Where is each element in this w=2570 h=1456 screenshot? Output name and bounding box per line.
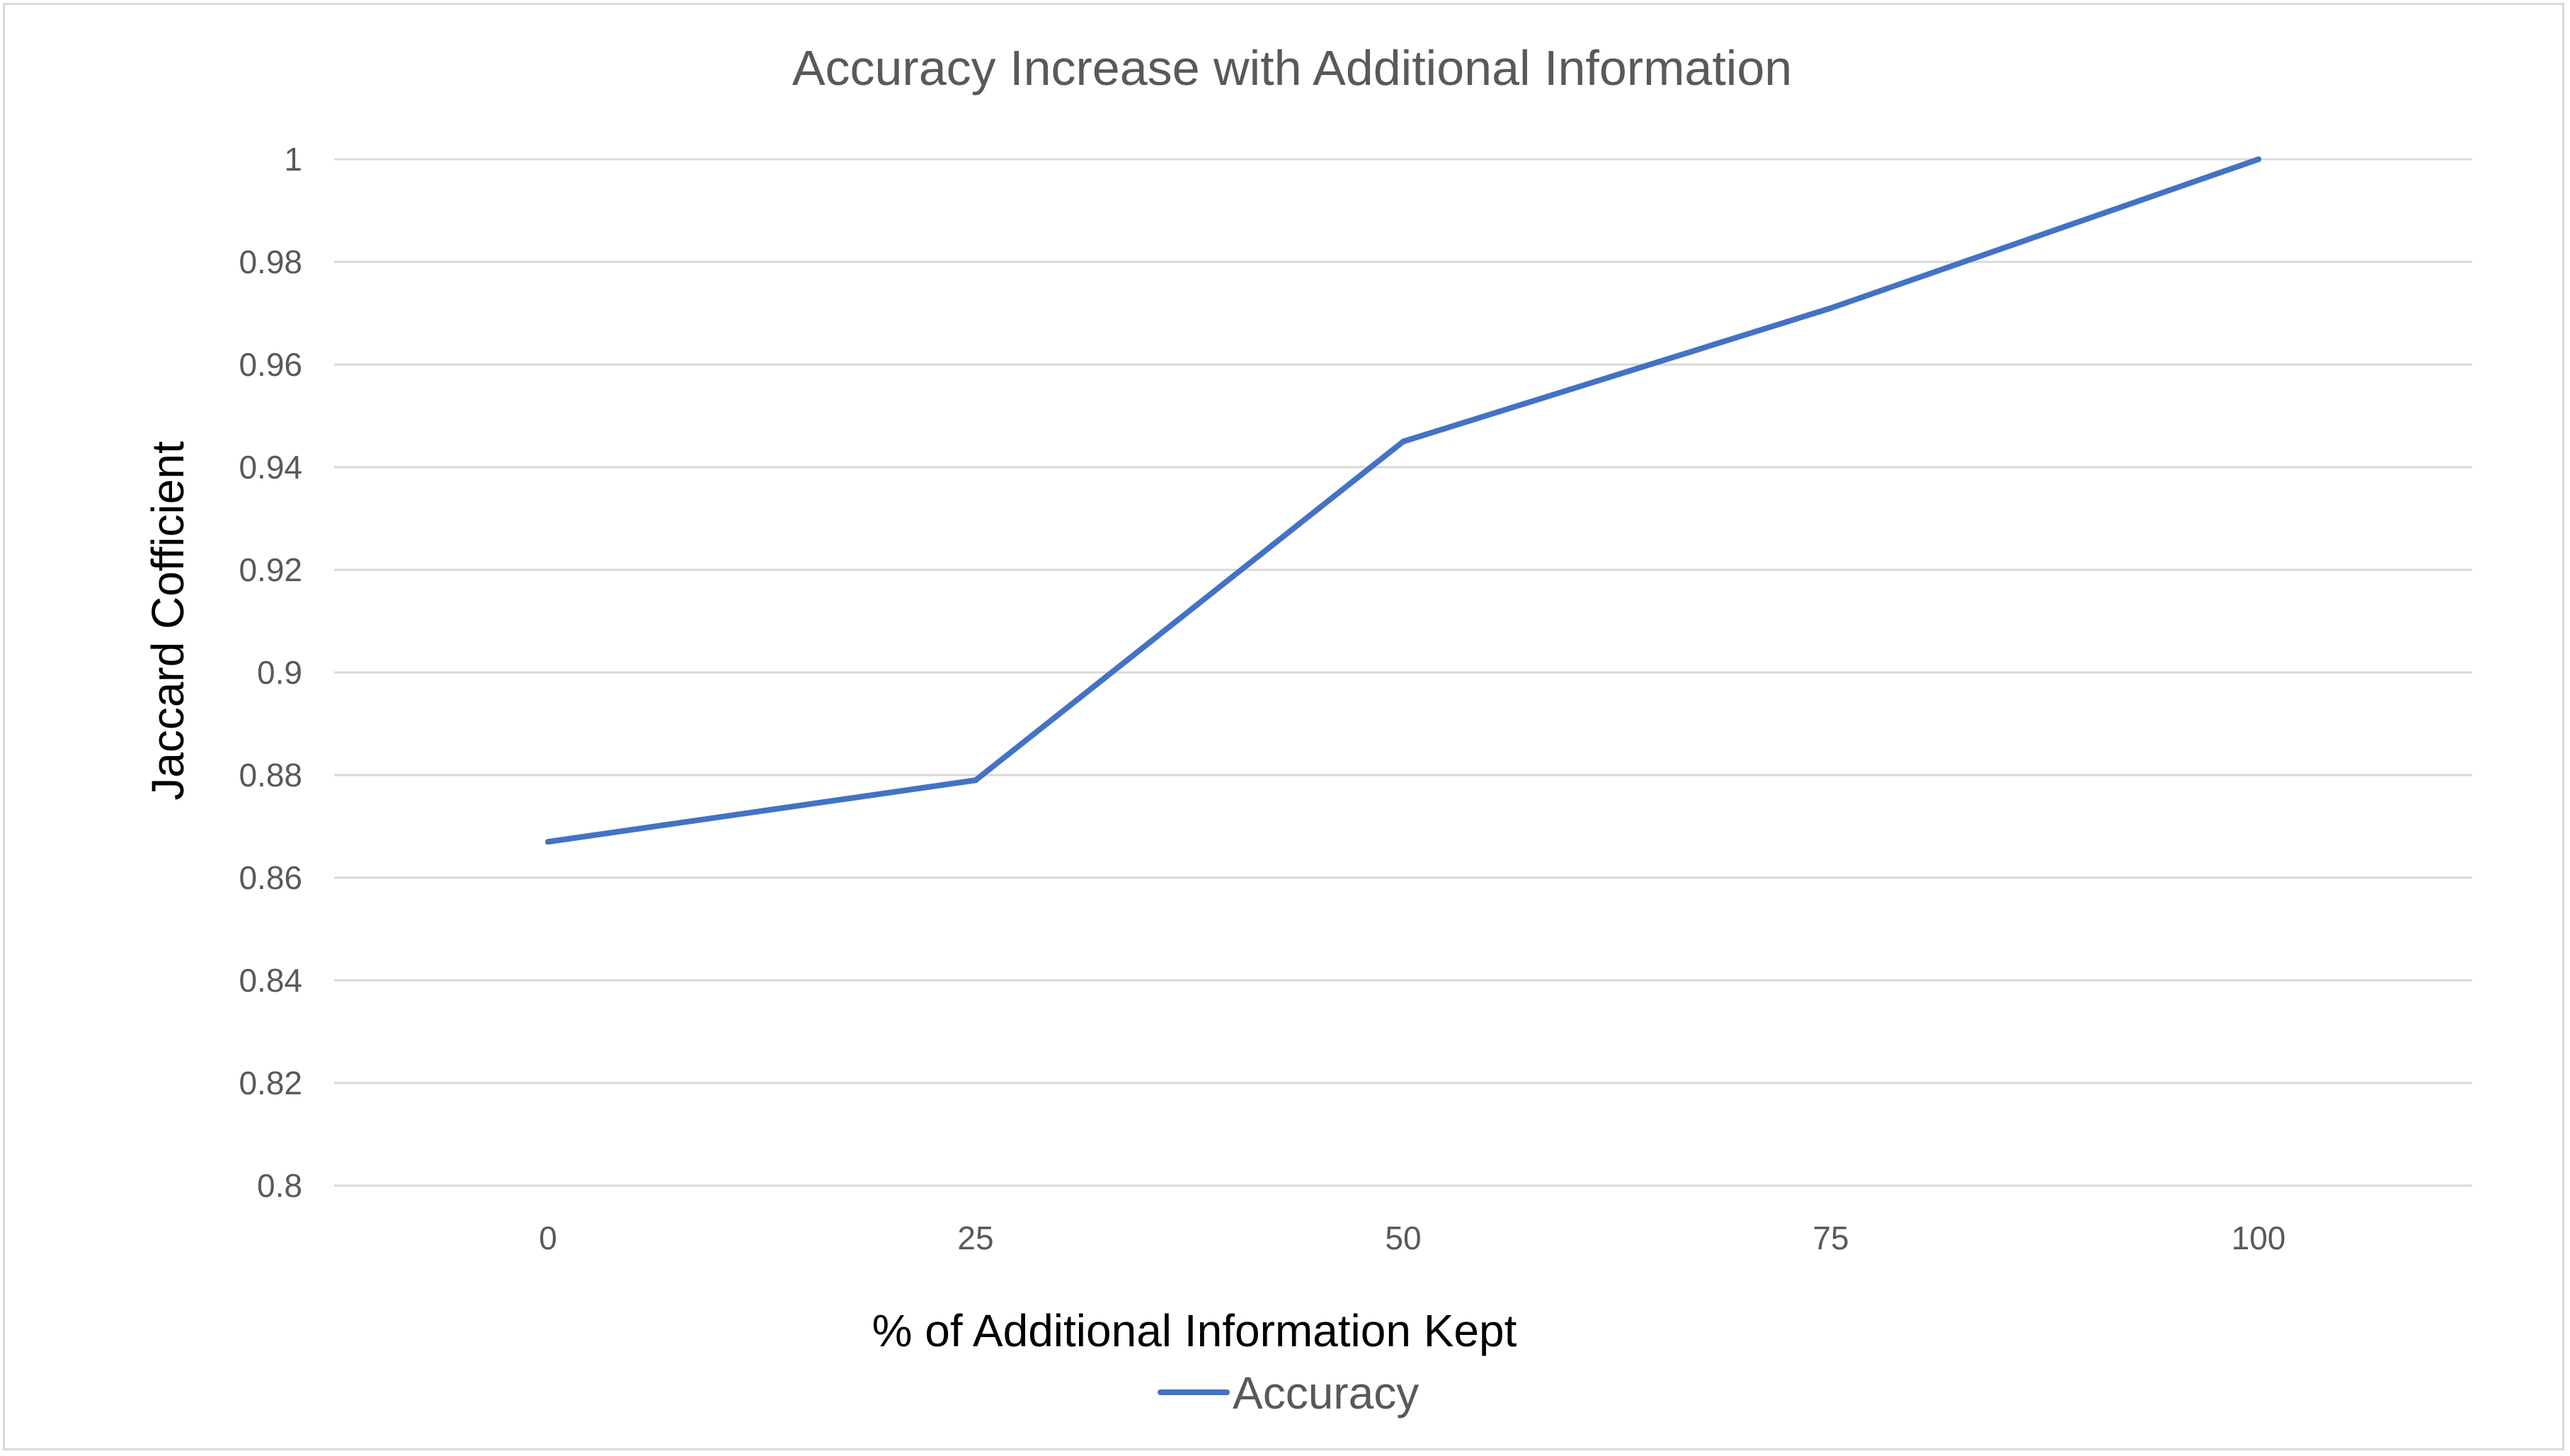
y-tick-label: 0.8	[257, 1167, 302, 1204]
y-tick-label: 0.9	[257, 654, 302, 691]
series-layer	[545, 156, 2261, 845]
legend: Accuracy	[1158, 1368, 1419, 1418]
chart-title: Accuracy Increase with Additional Inform…	[792, 40, 1792, 96]
y-tick-label: 0.86	[239, 859, 302, 896]
y-tick-label: 0.92	[239, 551, 302, 588]
data-point	[2256, 156, 2261, 162]
y-tick-label: 0.94	[239, 449, 302, 486]
line-chart: Accuracy Increase with Additional Inform…	[142, 40, 2472, 1418]
y-axis-ticks: 0.8 0.82 0.84 0.86 0.88 0.9 0.92 0.94 0.96 0.98 1	[239, 141, 302, 1204]
x-tick-label: 25	[957, 1220, 993, 1256]
data-point	[1828, 305, 1834, 311]
y-tick-label: 0.82	[239, 1065, 302, 1101]
y-tick-label: 0.84	[239, 962, 302, 999]
legend-label-accuracy: Accuracy	[1233, 1368, 1419, 1418]
y-tick-label: 0.88	[239, 757, 302, 793]
y-axis-label: Jaccard Cofficient	[142, 441, 193, 801]
data-point	[545, 839, 551, 845]
x-tick-label: 50	[1385, 1220, 1421, 1256]
chart-frame: Accuracy Increase with Additional Inform…	[3, 3, 2564, 1450]
data-point	[1400, 438, 1406, 445]
x-tick-label: 0	[539, 1220, 557, 1256]
gridlines	[334, 158, 2472, 1187]
x-tick-label: 100	[2232, 1220, 2286, 1256]
x-axis-ticks: 0 25 50 75 100	[539, 1220, 2285, 1256]
x-axis-label: % of Additional Information Kept	[872, 1305, 1517, 1356]
y-tick-label: 0.98	[239, 243, 302, 280]
y-tick-label: 0.96	[239, 346, 302, 383]
x-tick-label: 75	[1812, 1220, 1849, 1256]
data-point	[973, 777, 978, 784]
y-tick-label: 1	[284, 141, 302, 178]
